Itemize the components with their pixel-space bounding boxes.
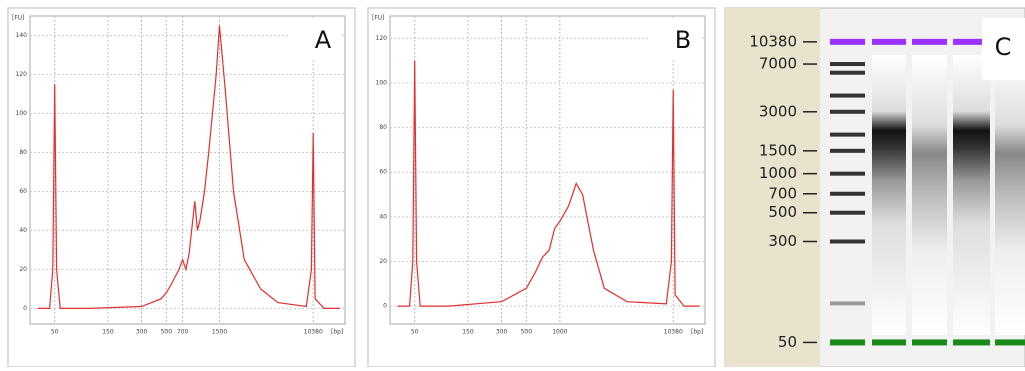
y-tick-label: 50: [778, 333, 797, 351]
x-tick-label: 500: [521, 329, 533, 336]
ladder-band: [830, 94, 865, 98]
figure: 0204060801001201405015030050070015001038…: [0, 0, 1025, 367]
ladder-band: [830, 71, 865, 75]
sample-lane: [995, 55, 1025, 335]
y-tick-label: 40: [379, 213, 387, 220]
x-tick-label: 500: [161, 329, 173, 336]
lower-marker-band: [995, 339, 1025, 345]
y-tick-label: 700: [768, 184, 797, 202]
y-tick-label: 7000: [759, 55, 797, 73]
x-tick-label: 700: [177, 329, 189, 336]
ladder-band: [830, 133, 865, 137]
y-tick-label: 80: [379, 124, 387, 131]
y-tick-label: 0: [23, 305, 27, 312]
lower-marker-band: [830, 339, 865, 345]
y-tick-label: 300: [768, 232, 797, 250]
panel-letter: C: [995, 33, 1012, 61]
plot-area: [30, 16, 345, 324]
y-tick-label: 1000: [759, 164, 797, 182]
ladder-band: [830, 239, 865, 243]
y-tick-label: 10380: [749, 32, 797, 50]
y-tick-label: 20: [379, 258, 387, 265]
y-tick-label: 140: [16, 32, 28, 39]
ladder-band: [830, 110, 865, 114]
y-tick-label: 100: [376, 79, 388, 86]
upper-marker-band: [912, 39, 947, 45]
x-tick-label: 150: [462, 329, 474, 336]
y-tick-label: 20: [19, 266, 27, 273]
ladder-band: [830, 62, 865, 66]
y-tick-label: 1500: [759, 141, 797, 159]
plot-area: [390, 16, 705, 324]
x-tick-label: 300: [496, 329, 508, 336]
sample-lane: [872, 55, 906, 335]
x-tick-label: 150: [102, 329, 114, 336]
panel-letter: A: [315, 26, 332, 54]
ladder-band: [830, 149, 865, 153]
y-tick-label: 80: [19, 149, 27, 156]
y-tick-label: 500: [768, 203, 797, 221]
sample-lane: [912, 55, 947, 335]
x-tick-label: 50: [51, 329, 59, 336]
upper-marker-band: [830, 39, 865, 45]
y-tick-label: 3000: [759, 102, 797, 120]
x-tick-label: 10380: [304, 329, 323, 336]
y-tick-label: 40: [19, 227, 27, 234]
y-axis-label: [FU]: [12, 15, 25, 22]
y-tick-label: 60: [379, 169, 387, 176]
y-tick-label: 100: [16, 110, 28, 117]
lower-marker-band: [912, 339, 947, 345]
ladder-band: [830, 301, 865, 305]
x-tick-label: 1500: [212, 329, 227, 336]
x-tick-label: 300: [136, 329, 148, 336]
y-tick-label: 0: [383, 303, 387, 310]
x-axis-label: [bp]: [331, 329, 343, 336]
x-tick-label: 10380: [664, 329, 683, 336]
y-axis-label: [FU]: [372, 15, 385, 22]
panel-letter: B: [675, 26, 691, 54]
ladder-band: [830, 211, 865, 215]
upper-marker-band: [872, 39, 906, 45]
y-tick-label: 120: [16, 71, 28, 78]
y-tick-label: 60: [19, 188, 27, 195]
x-axis-label: [bp]: [691, 329, 703, 336]
ladder-band: [830, 172, 865, 176]
ladder-band: [830, 192, 865, 196]
lower-marker-band: [953, 339, 990, 345]
x-tick-label: 1000: [552, 329, 567, 336]
lower-marker-band: [872, 339, 906, 345]
sample-lane: [953, 55, 990, 335]
x-tick-label: 50: [411, 329, 419, 336]
y-tick-label: 120: [376, 35, 388, 42]
